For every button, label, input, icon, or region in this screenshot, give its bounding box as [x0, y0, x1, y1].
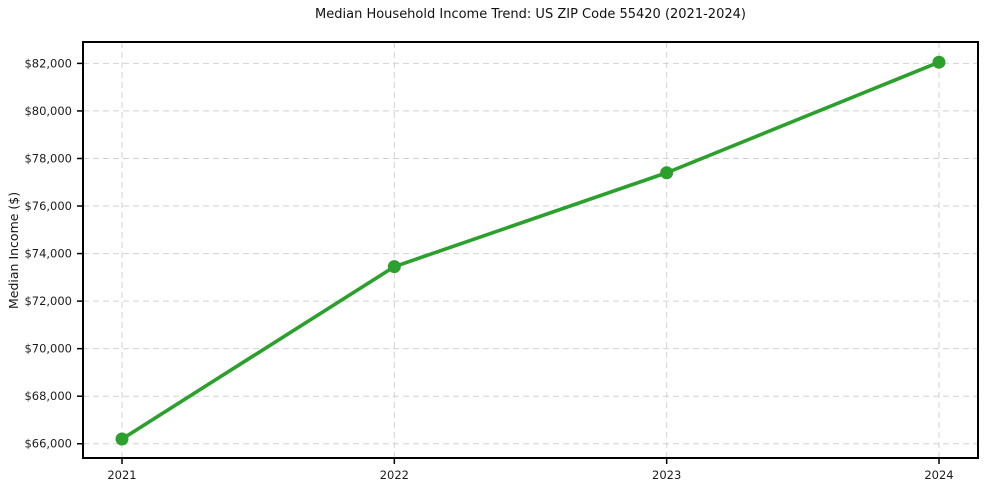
- y-tick-label: $74,000: [24, 247, 72, 261]
- y-tick-label: $78,000: [24, 151, 72, 165]
- data-point-2023: [660, 166, 674, 180]
- plot-border: [82, 41, 979, 459]
- y-tick-label: $68,000: [24, 389, 72, 403]
- y-tick-label: $80,000: [24, 104, 72, 118]
- data-point-2024: [932, 55, 946, 69]
- y-tick-label: $70,000: [24, 342, 72, 356]
- y-tick-label: $82,000: [24, 56, 72, 70]
- x-tick-label: 2024: [924, 468, 953, 482]
- income-trend-line: [120, 60, 941, 441]
- x-tick-label: 2022: [380, 468, 409, 482]
- data-point-2021: [115, 432, 129, 446]
- data-point-2022: [387, 260, 401, 274]
- y-tick-label: $72,000: [24, 294, 72, 308]
- y-tick-label: $66,000: [24, 437, 72, 451]
- y-tick-label: $76,000: [24, 199, 72, 213]
- x-tick-label: 2023: [652, 468, 681, 482]
- chart-title: Median Household Income Trend: US ZIP Co…: [315, 7, 746, 22]
- x-tick-label: 2021: [107, 468, 136, 482]
